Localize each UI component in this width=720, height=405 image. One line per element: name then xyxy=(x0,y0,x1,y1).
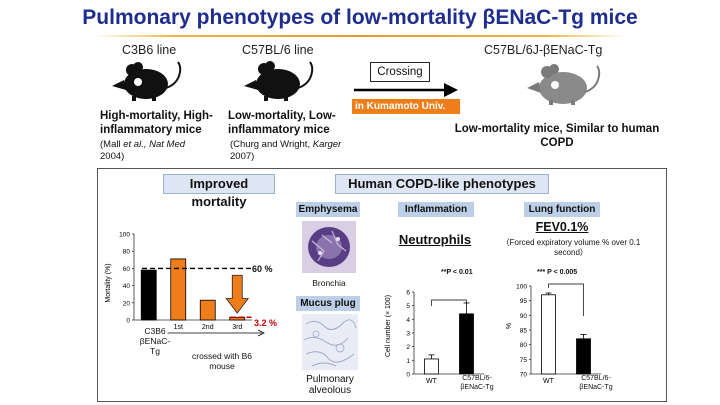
lung-y-tick-label: 80 xyxy=(520,342,528,349)
inflammation-y-tick-label: 6 xyxy=(406,290,410,297)
lung-y-tick-label: 100 xyxy=(516,284,527,291)
mortality-bar xyxy=(199,299,216,321)
inflammation-y-tick-label: 2 xyxy=(406,344,410,351)
mortality-bar xyxy=(229,316,246,321)
inflammation-bar xyxy=(424,358,439,375)
inflammation-significance-bracket xyxy=(431,299,467,306)
lung-category-tg: C57BL/6- βENaC-Tg xyxy=(579,375,613,391)
mucus-tag: Mucus plug xyxy=(296,296,360,311)
tg-description: Low-mortality mice, Similar to human COP… xyxy=(454,123,660,149)
lung-function-chart: % 70 75 80 85 90 95 100 WT xyxy=(506,283,601,385)
lung-y-tick-label: 90 xyxy=(520,313,528,320)
page-title: Pulmonary phenotypes of low-mortality βE… xyxy=(82,6,638,29)
mouse-icon-gray-tg xyxy=(527,64,601,105)
inflammation-y-tick-label: 4 xyxy=(406,317,410,324)
mortality-category-c3b6: C3B6 βENaC-Tg xyxy=(139,326,171,356)
inflammation-category-tg: C57BL/6- βENaC-Tg xyxy=(460,375,494,391)
results-panel xyxy=(97,168,667,402)
mortality-bar xyxy=(140,269,157,321)
c3b6-line-label: C3B6 line xyxy=(122,43,177,57)
lung-y-tick-label: 75 xyxy=(520,357,528,364)
mortality-y-tick-label: 80 xyxy=(123,249,131,256)
lung-y-tick-label: 95 xyxy=(520,298,528,305)
crossing-box: Crossing xyxy=(370,62,430,82)
inflammation-bars: WT xyxy=(424,299,474,385)
lung-function-tag: Lung function xyxy=(524,202,600,217)
generation-arrowhead-icon xyxy=(257,329,265,337)
lung-y-tick-label: 70 xyxy=(520,372,528,379)
lung-bar xyxy=(576,338,591,375)
inflammation-tag: Inflammation xyxy=(398,202,474,217)
crossing-arrow-icon xyxy=(354,83,458,97)
emphysema-caption: Bronchia xyxy=(312,278,346,288)
inflammation-significance: **P < 0.01 xyxy=(441,269,473,276)
inflammation-y-tick-label: 5 xyxy=(406,303,410,310)
fev-label: FEV0.1% xyxy=(535,220,589,234)
tg-line-label: C57BL/6J-βENaC-Tg xyxy=(484,43,603,57)
mucus-plug-histology-image xyxy=(302,314,358,370)
mortality-y-tick-label: 20 xyxy=(123,300,131,307)
lung-bar xyxy=(541,294,556,375)
mortality-60-label: 60 % xyxy=(252,264,273,274)
lung-bars: WT xyxy=(541,283,591,385)
lung-significance-bracket xyxy=(548,283,584,316)
neutrophils-label: Neutrophils xyxy=(398,232,472,247)
mortality-y-tick-label: 0 xyxy=(126,318,130,325)
mouse-icon-black xyxy=(244,61,314,101)
lung-y-label: % xyxy=(506,323,513,329)
lung-x-tick-label: WT xyxy=(543,378,555,385)
c3b6-description: High-mortality, High-inflammatory mice xyxy=(100,110,213,136)
inflammation-bar xyxy=(459,313,474,375)
mortality-3-label: 3.2 % xyxy=(254,318,278,328)
mortality-y-tick-label: 60 xyxy=(123,266,131,273)
inflammation-y-tick-label: 0 xyxy=(406,372,410,379)
inflammation-y-tick-label: 1 xyxy=(406,358,410,365)
mortality-x-tick-label: 1st xyxy=(174,324,183,331)
mortality-y-label: Mortality (%) xyxy=(105,263,112,302)
mortality-x-tick-label: 3rd xyxy=(232,324,242,331)
lung-significance: *** P < 0.005 xyxy=(537,269,578,276)
c57-description: Low-mortality, Low-inflammatory mice xyxy=(228,110,336,136)
mortality-y-tick-label: 40 xyxy=(123,283,131,290)
inflammation-y-tick-label: 3 xyxy=(406,331,410,338)
mortality-bars: 1st 2nd 3rd xyxy=(140,258,265,337)
mucus-caption: Pulmonary alveolous xyxy=(306,374,354,396)
c57-citation: (Churg and Wright, Karger 2007) xyxy=(230,139,342,162)
copd-header: Human COPD-like phenotypes xyxy=(335,174,549,194)
c57-line-label: C57BL/6 line xyxy=(242,43,314,57)
title-divider xyxy=(95,35,625,37)
mortality-x-tick-label: 2nd xyxy=(202,324,214,331)
mortality-header: Improved mortality xyxy=(163,174,275,209)
kumamoto-banner: in Kumamoto Univ. xyxy=(352,99,460,114)
mortality-bar xyxy=(170,258,187,321)
mortality-chart: Mortality (%) 0 20 40 60 80 100 1st 2nd 3rd xyxy=(105,232,265,337)
emphysema-tag: Emphysema xyxy=(296,202,360,217)
lung-y-tick-label: 85 xyxy=(520,328,528,335)
mortality-decrease-arrow-icon xyxy=(225,274,250,314)
inflammation-x-tick-label: WT xyxy=(426,378,438,385)
mortality-y-tick-label: 100 xyxy=(119,232,130,239)
inflammation-y-label: Cell number (× 100) xyxy=(385,295,392,357)
emphysema-histology-image xyxy=(302,221,356,273)
c3b6-citation: (Mall et al., Nat Med 2004) xyxy=(100,139,186,162)
fev-description: （Forced expiratory volume % over 0.1 sec… xyxy=(501,238,641,257)
crossed-note: crossed with B6 mouse xyxy=(192,351,252,371)
mouse-icon-white-spot xyxy=(112,61,182,101)
inflammation-chart: Cell number (× 100) 0 1 2 3 4 5 6 WT xyxy=(385,290,484,385)
